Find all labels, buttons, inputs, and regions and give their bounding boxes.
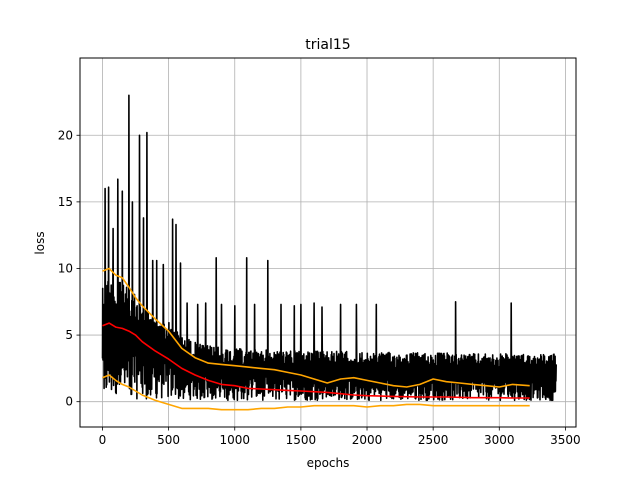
x-tick-label: 3500	[550, 433, 581, 447]
y-tick-label: 5	[65, 328, 73, 342]
plot-area	[101, 94, 557, 411]
x-tick-label: 1500	[286, 433, 317, 447]
y-tick-label: 15	[58, 195, 73, 209]
series-lower-band	[102, 374, 530, 411]
x-tick-label: 500	[157, 433, 180, 447]
x-axis-label: epochs	[307, 456, 350, 470]
x-axis: 0 500 1000 1500 2000 2500 3000 3500	[99, 427, 581, 447]
y-tick-label: 10	[58, 261, 73, 275]
y-tick-label: 20	[58, 128, 73, 142]
x-tick-label: 2000	[352, 433, 383, 447]
axes-frame	[79, 57, 577, 428]
chart-title: trial15	[305, 37, 350, 53]
series-upper-band	[102, 267, 530, 388]
y-tick-label: 0	[65, 395, 73, 409]
x-tick-label: 1000	[219, 433, 250, 447]
x-tick-label: 0	[99, 433, 107, 447]
y-axis: 0 5 10 15 20	[58, 128, 80, 409]
y-axis-label: loss	[33, 231, 47, 254]
x-tick-label: 2500	[418, 433, 449, 447]
x-tick-label: 3000	[484, 433, 515, 447]
series-mean	[102, 322, 530, 399]
